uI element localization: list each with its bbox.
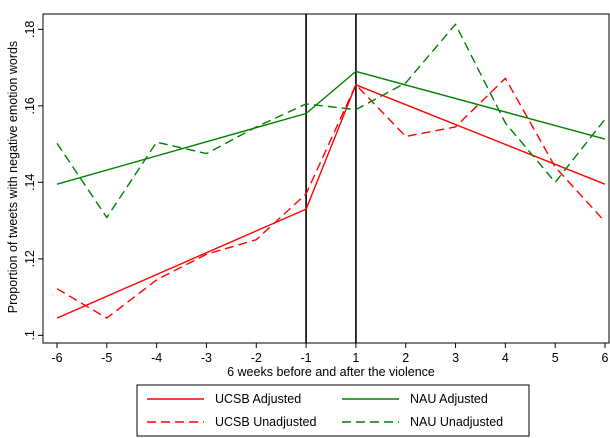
- series-line-nau-adjusted: [56, 70, 606, 185]
- x-tick-label: 6: [602, 351, 609, 365]
- x-axis-label: 6 weeks before and after the violence: [227, 365, 435, 379]
- x-tick-label: 3: [452, 351, 459, 365]
- x-axis: -6 -5 -4 -3 -2 -1 1 2 3 4 5 6: [51, 343, 609, 365]
- legend: UCSB Adjusted NAU Adjusted UCSB Unadjusted…: [136, 384, 530, 437]
- series-line-ucsb-adjusted: [56, 84, 606, 319]
- legend-label: UCSB Adjusted: [215, 392, 301, 406]
- series-line-nau-unadjusted: [56, 23, 606, 219]
- y-tick-label: .14: [23, 174, 37, 191]
- x-tick-label: 1: [352, 351, 359, 365]
- legend-label: NAU Unadjusted: [410, 415, 503, 429]
- x-tick-label: -3: [201, 351, 212, 365]
- x-tick-label: -2: [251, 351, 262, 365]
- y-axis: .1 .12 .14 .16 .18: [23, 21, 43, 341]
- x-tick-label: 4: [502, 351, 509, 365]
- x-tick-label: -1: [301, 351, 312, 365]
- y-tick-label: .16: [23, 97, 37, 114]
- y-tick-label: .1: [23, 330, 37, 340]
- x-tick-label: 5: [552, 351, 559, 365]
- plot-border: [42, 13, 610, 344]
- x-tick-label: -6: [51, 351, 62, 365]
- y-tick-label: .12: [23, 250, 37, 267]
- y-axis-label: Proportion of tweets with negative emoti…: [6, 41, 20, 313]
- y-tick-label: .18: [23, 21, 37, 38]
- series-line-ucsb-unadjusted: [56, 77, 606, 319]
- x-tick-label: -5: [101, 351, 112, 365]
- legend-label: NAU Adjusted: [410, 392, 488, 406]
- series-lines: [56, 23, 606, 319]
- plot-area: [42, 13, 610, 344]
- x-tick-label: -4: [151, 351, 162, 365]
- legend-label: UCSB Unadjusted: [215, 415, 316, 429]
- event-lines: [305, 14, 357, 343]
- legend-box: [136, 384, 530, 437]
- x-tick-label: 2: [402, 351, 409, 365]
